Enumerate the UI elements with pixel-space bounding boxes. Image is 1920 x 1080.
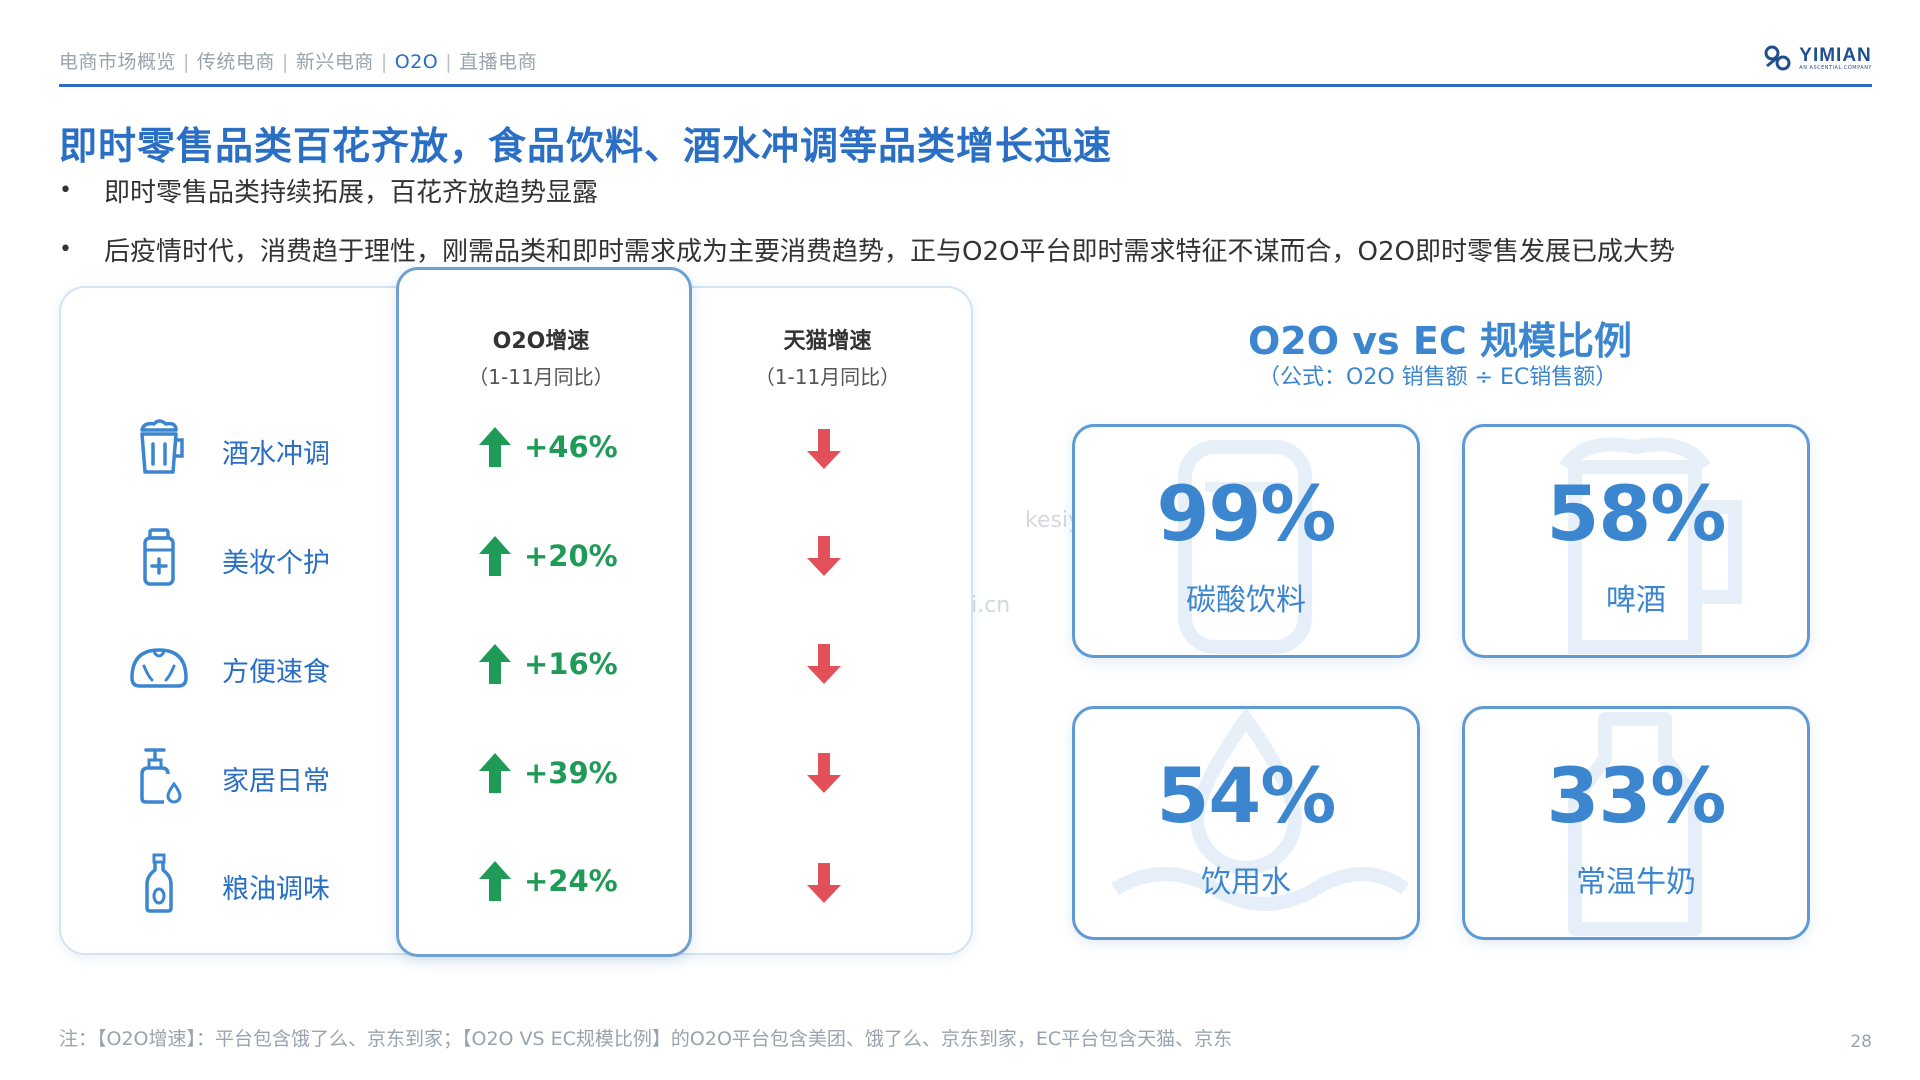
o2o-column-header: O2O增速 （1-11月同比） <box>396 323 686 390</box>
yimian-logo: YIMIAN AN ASCENTIAL COMPANY <box>1763 44 1872 72</box>
tmall-header-label: 天猫增速 <box>783 329 872 354</box>
logo-mark-icon <box>1764 45 1791 71</box>
nav-item-live-ec[interactable]: 直播电商 <box>459 51 538 73</box>
growth-number: +20% <box>524 539 618 573</box>
logo-name: YIMIAN <box>1799 44 1872 66</box>
breadcrumb-nav: 电商市场概览 | 传统电商 | 新兴电商 | O2O | 直播电商 <box>59 51 538 73</box>
o2o-header-label: O2O增速 <box>492 329 590 354</box>
growth-number: +39% <box>524 756 618 790</box>
ratio-label: 常温牛奶 <box>1576 865 1696 900</box>
category-label: 美妆个护 <box>222 548 330 579</box>
growth-number: +16% <box>524 647 618 681</box>
soap-dispenser-icon <box>140 748 182 804</box>
ratio-label: 啤酒 <box>1606 583 1666 618</box>
can-icon <box>1178 440 1312 654</box>
logo-subtitle: AN ASCENTIAL COMPANY <box>1799 64 1872 71</box>
arrow-down-icon <box>807 863 841 903</box>
arrow-up-icon <box>479 644 511 684</box>
beer-mug-icon <box>1559 437 1742 654</box>
header-divider <box>59 84 1872 87</box>
page-title: 即时零售品类百花齐放，食品饮料、酒水冲调等品类增长迅速 <box>59 124 1113 168</box>
drink-cup-icon <box>140 419 184 474</box>
o2o-header-sub: （1-11月同比） <box>468 365 614 389</box>
nav-item-market-overview[interactable]: 电商市场概览 <box>59 51 177 73</box>
footnote: 注：【O2O增速】：平台包含饿了么、京东到家；【O2O VS EC规模比例】的O… <box>59 1028 1233 1050</box>
growth-number: +46% <box>524 430 618 464</box>
o2o-growth-value: +24% <box>478 860 618 902</box>
ratio-card-water: 54% 饮用水 <box>1072 706 1420 940</box>
ratio-card-milk: 33% 常温牛奶 <box>1462 706 1810 940</box>
tmall-column-header: 天猫增速 （1-11月同比） <box>686 323 969 390</box>
ratio-value: 99% <box>1156 469 1337 558</box>
arrow-down-icon <box>807 536 841 576</box>
ratio-label: 碳酸饮料 <box>1186 583 1306 618</box>
o2o-growth-value: +46% <box>478 426 618 468</box>
category-label: 方便速食 <box>222 657 330 688</box>
bullet-list: • 即时零售品类持续拓展，百花齐放趋势显露 • 后疫情时代，消费趋于理性，刚需品类和… <box>59 172 1675 290</box>
category-label: 粮油调味 <box>222 874 330 905</box>
ratio-value: 33% <box>1546 751 1727 840</box>
arrow-down-icon <box>807 644 841 684</box>
nav-item-o2o[interactable]: O2O <box>394 51 439 73</box>
arrow-up-icon <box>479 536 511 576</box>
o2o-growth-value: +16% <box>478 643 618 685</box>
o2o-growth-column <box>396 267 692 957</box>
cosmetics-bottle-icon <box>143 528 175 586</box>
arrow-up-icon <box>479 427 511 467</box>
ratio-title: O2O vs EC 规模比例 <box>1248 319 1632 363</box>
oil-bottle-icon <box>145 853 173 913</box>
tmall-header-sub: （1-11月同比） <box>754 365 901 389</box>
milk-bottle-icon <box>1568 712 1702 936</box>
nav-item-emerging-ec[interactable]: 新兴电商 <box>295 51 374 73</box>
arrow-down-icon <box>807 429 841 469</box>
page-number: 28 <box>1850 1032 1872 1052</box>
water-drop-icon <box>1111 709 1410 911</box>
arrow-up-icon <box>479 861 511 901</box>
o2o-growth-value: +39% <box>478 752 618 794</box>
bun-icon <box>130 648 188 688</box>
ratio-value: 58% <box>1546 469 1727 558</box>
bullet-text: 即时零售品类持续拓展，百花齐放趋势显露 <box>104 178 599 208</box>
o2o-growth-value: +20% <box>478 535 618 577</box>
bullet-item: • 即时零售品类持续拓展，百花齐放趋势显露 <box>59 172 1675 209</box>
arrow-up-icon <box>479 753 511 793</box>
bullet-item: • 后疫情时代，消费趋于理性，刚需品类和即时需求成为主要消费趋势，正与O2O平台即… <box>59 231 1675 268</box>
arrow-down-icon <box>807 753 841 793</box>
bullet-text: 后疫情时代，消费趋于理性，刚需品类和即时需求成为主要消费趋势，正与O2O平台即时… <box>104 237 1675 267</box>
ratio-label: 饮用水 <box>1201 865 1291 900</box>
category-label: 酒水冲调 <box>222 439 330 470</box>
ratio-card-beer: 58% 啤酒 <box>1462 424 1810 658</box>
ratio-subtitle: （公式：O2O 销售额 ÷ EC销售额） <box>1258 365 1618 390</box>
ratio-card-carbonated: 99% 碳酸饮料 <box>1072 424 1420 658</box>
growth-number: +24% <box>524 864 618 898</box>
nav-item-traditional-ec[interactable]: 传统电商 <box>196 51 275 73</box>
category-label: 家居日常 <box>222 766 330 797</box>
ratio-value: 54% <box>1156 751 1337 840</box>
